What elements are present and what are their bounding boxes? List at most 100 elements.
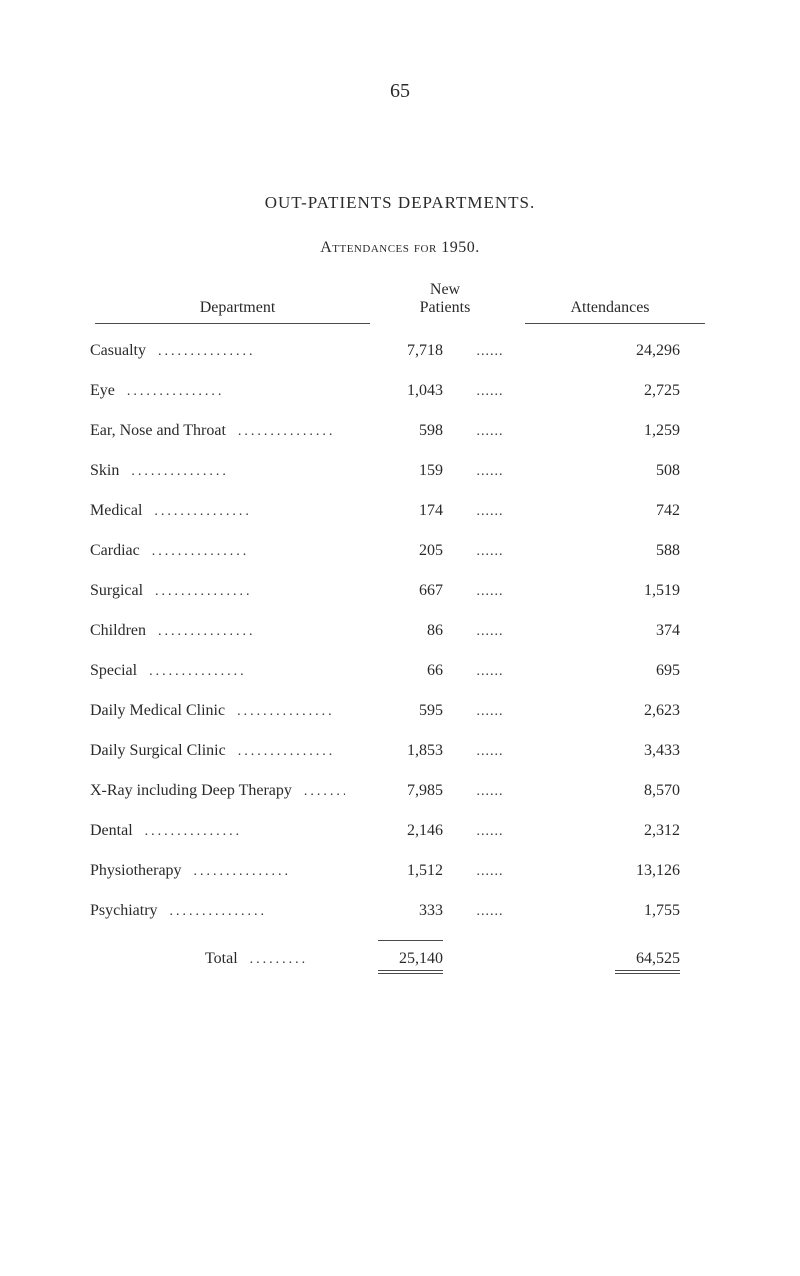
leader-dots: ............... <box>182 864 345 880</box>
table-row: Physiotherapy...............1,512......1… <box>90 862 710 880</box>
middle-leader-dots: ...... <box>455 544 525 560</box>
attendances-value: 1,755 <box>525 902 710 920</box>
middle-leader-dots: ...... <box>455 384 525 400</box>
header-new-patients: New Patients <box>370 281 520 317</box>
divider-left <box>95 323 370 324</box>
total-attendances: 64,525 <box>525 950 710 968</box>
attendances-value: 2,623 <box>525 702 710 720</box>
total-row: Total ......... 25,140 64,525 <box>90 950 710 968</box>
attendances-value: 508 <box>525 462 710 480</box>
leader-dots: ............... <box>137 664 345 680</box>
dept-cell: Daily Medical Clinic............... <box>90 702 345 720</box>
data-table: Casualty...............7,718......24,296… <box>90 342 710 942</box>
table-row: Ear, Nose and Throat...............598..… <box>90 422 710 440</box>
dept-label: Skin <box>90 462 119 480</box>
new-patients-value: 159 <box>345 462 455 480</box>
leader-dots: ............... <box>225 704 345 720</box>
new-patients-value: 205 <box>345 542 455 560</box>
leader-dots: ............... <box>158 904 345 920</box>
total-label: Total <box>205 950 238 968</box>
table-row: Cardiac...............205......588 <box>90 542 710 560</box>
header-divider <box>90 323 710 324</box>
dept-cell: Medical............... <box>90 502 345 520</box>
dept-label: Daily Surgical Clinic <box>90 742 226 760</box>
dept-label: Special <box>90 662 137 680</box>
middle-leader-dots: ...... <box>455 744 525 760</box>
table-row: Daily Surgical Clinic...............1,85… <box>90 742 710 760</box>
header-attendances: Attendances <box>520 299 710 317</box>
middle-leader-dots: ...... <box>455 784 525 800</box>
new-patients-value: 595 <box>345 702 455 720</box>
table-row: Eye...............1,043......2,725 <box>90 382 710 400</box>
table-row: Casualty...............7,718......24,296 <box>90 342 710 360</box>
dept-label: Children <box>90 622 146 640</box>
middle-leader-dots: ...... <box>455 824 525 840</box>
dept-cell: Ear, Nose and Throat............... <box>90 422 345 440</box>
leader-dots: ............... <box>142 504 345 520</box>
table-row: Psychiatry...............333......1,755 <box>90 902 710 920</box>
dept-cell: Cardiac............... <box>90 542 345 560</box>
leader-dots: ............... <box>140 544 345 560</box>
leader-dots: ............... <box>143 584 345 600</box>
attendances-value: 2,312 <box>525 822 710 840</box>
dept-cell: Physiotherapy............... <box>90 862 345 880</box>
middle-leader-dots: ...... <box>455 464 525 480</box>
attendances-value: 3,433 <box>525 742 710 760</box>
leader-dots: ............... <box>146 344 345 360</box>
dept-cell: X-Ray including Deep Therapy............… <box>90 782 345 800</box>
total-leader-dots: ......... <box>238 952 345 968</box>
attendances-value: 13,126 <box>525 862 710 880</box>
dept-label: Cardiac <box>90 542 140 560</box>
new-patients-value: 66 <box>345 662 455 680</box>
middle-leader-dots: ...... <box>455 864 525 880</box>
new-patients-value: 1,512 <box>345 862 455 880</box>
header-department: Department <box>90 299 370 317</box>
middle-leader-dots: ...... <box>455 424 525 440</box>
table-row: Dental...............2,146......2,312 <box>90 822 710 840</box>
table-row: X-Ray including Deep Therapy............… <box>90 782 710 800</box>
table-row: Daily Medical Clinic...............595..… <box>90 702 710 720</box>
page-number: 65 <box>90 80 710 103</box>
header-new-line2: Patients <box>370 299 520 317</box>
new-patients-value: 7,985 <box>345 782 455 800</box>
dept-cell: Daily Surgical Clinic............... <box>90 742 345 760</box>
attendances-value: 374 <box>525 622 710 640</box>
divider-right <box>525 323 705 324</box>
dept-label: Casualty <box>90 342 146 360</box>
total-att-value: 64,525 <box>636 950 680 967</box>
table-header: Department New Patients Attendances <box>90 281 710 317</box>
middle-leader-dots: ...... <box>455 584 525 600</box>
dept-cell: Surgical............... <box>90 582 345 600</box>
middle-leader-dots: ...... <box>455 504 525 520</box>
divider-gap <box>370 323 525 324</box>
total-new-patients: 25,140 <box>345 950 455 968</box>
leader-dots: ............... <box>133 824 345 840</box>
dept-cell: Dental............... <box>90 822 345 840</box>
dept-label: Daily Medical Clinic <box>90 702 225 720</box>
new-patients-value: 667 <box>345 582 455 600</box>
dept-label: Medical <box>90 502 142 520</box>
table-row: Special...............66......695 <box>90 662 710 680</box>
dept-label: Eye <box>90 382 115 400</box>
table-row: Medical...............174......742 <box>90 502 710 520</box>
middle-leader-dots: ...... <box>455 904 525 920</box>
new-patients-value: 2,146 <box>345 822 455 840</box>
leader-dots: ............... <box>292 784 345 800</box>
table-row: Skin...............159......508 <box>90 462 710 480</box>
total-np-value: 25,140 <box>399 950 443 967</box>
leader-dots: ............... <box>115 384 345 400</box>
total-double-rule-att <box>615 970 680 976</box>
total-double-rule-np <box>378 970 443 976</box>
dept-cell: Special............... <box>90 662 345 680</box>
dept-cell: Casualty............... <box>90 342 345 360</box>
leader-dots: ............... <box>119 464 345 480</box>
dept-label: Physiotherapy <box>90 862 182 880</box>
dept-label: Psychiatry <box>90 902 158 920</box>
new-patients-value: 333 <box>345 902 455 920</box>
new-patients-value: 7,718 <box>345 342 455 360</box>
dept-label: Ear, Nose and Throat <box>90 422 226 440</box>
header-new-line1: New <box>370 281 520 299</box>
total-label-cell: Total ......... <box>90 950 345 968</box>
middle-leader-dots: ...... <box>455 624 525 640</box>
leader-dots: ............... <box>226 424 345 440</box>
